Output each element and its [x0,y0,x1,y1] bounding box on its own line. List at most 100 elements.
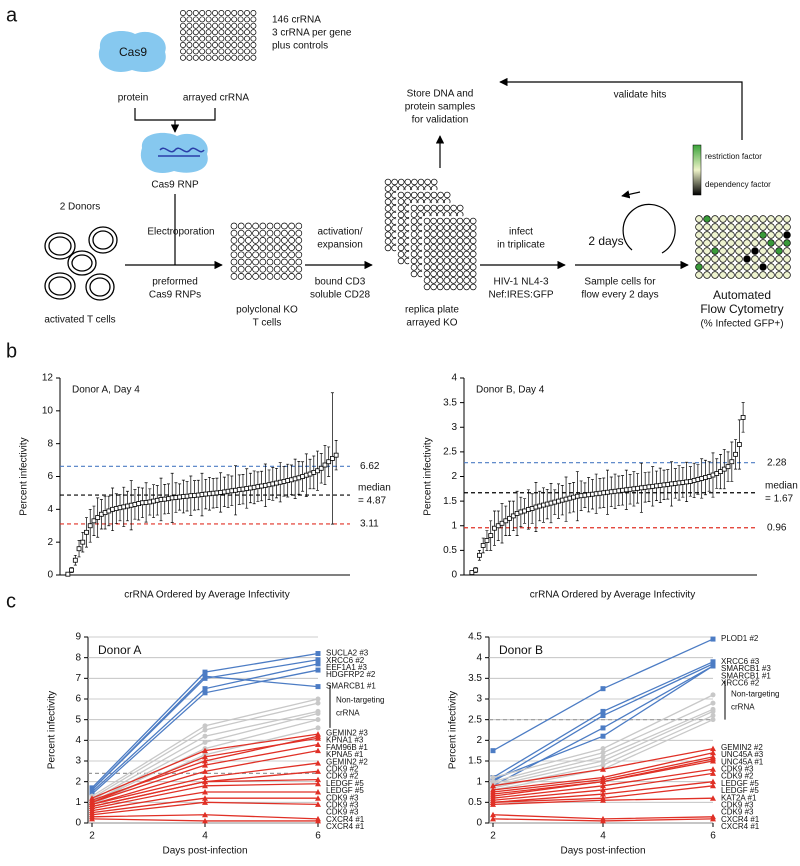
well [244,16,250,23]
well [384,244,392,252]
well [186,10,193,16]
well [751,223,759,231]
well [397,218,405,225]
well [245,251,252,259]
well [703,215,711,223]
well [417,211,424,218]
well [759,239,767,247]
well [727,231,735,239]
marker [710,692,716,698]
well [469,263,477,271]
well [397,237,405,245]
well [218,42,225,48]
well [410,270,418,278]
well [199,35,206,42]
well [250,29,257,36]
marker [315,795,321,801]
marker [600,782,606,789]
well [199,54,206,61]
well [436,257,444,264]
well [463,277,470,284]
marker [710,749,716,756]
y-tick-label: 1 [75,797,81,808]
well [423,257,431,264]
well [410,231,418,238]
well [281,258,288,266]
well [450,204,457,212]
well [767,247,775,255]
marker [315,717,321,723]
well [443,217,451,225]
well [423,217,431,225]
marker [710,663,716,669]
well [192,35,199,42]
marker [710,815,716,822]
well [281,222,288,230]
marker [710,713,716,719]
well [743,263,751,271]
bracket-label: Non-targeting [336,696,384,705]
well [199,48,206,55]
marker [202,758,208,764]
marker [710,782,716,789]
label: 3 crRNA per gene [272,28,352,39]
chart-title: Donor B [499,643,543,657]
label: protein [118,93,149,104]
well [205,16,212,23]
well [443,191,451,199]
series-label: KPNA5 #1 [326,750,364,759]
well [212,16,218,23]
marker [490,801,496,807]
well [759,231,767,239]
well [410,211,418,218]
well [456,224,464,231]
well [237,29,244,36]
cas9-protein [98,30,166,72]
series-label: XRCC6 #2 [326,656,365,665]
y-tick-label: 4 [47,504,53,515]
marker [315,780,321,787]
well [266,237,274,244]
well [266,229,274,237]
series-label: UNC45A #1 [721,757,764,766]
data-point [80,539,86,545]
marker [315,661,321,667]
y-tick-label: 1 [451,520,457,531]
marker [202,739,208,745]
series-label: CXCR4 #1 [326,815,365,824]
data-point [492,525,497,531]
well [397,257,405,265]
well [410,204,418,212]
marker [202,690,208,696]
well [212,29,218,36]
data-point [725,464,731,470]
series-label: SMARCB1 #3 [721,664,771,673]
panel-label: c [6,590,16,612]
data-point [484,538,490,543]
label: HIV-1 NL4-3 [493,277,548,288]
bracket-label: crRNA [336,709,360,718]
x-tick-label: 2 [89,831,95,842]
reference-label: 0.96 [767,522,787,533]
y-tick-label: 3 [476,694,482,705]
well [711,223,719,231]
well [384,178,392,186]
series-label: CDK9 #2 [721,772,754,781]
well [430,230,437,238]
well [711,239,719,247]
well [237,258,245,266]
x-axis-title: crRNA Ordered by Average Infectivity [530,590,695,601]
y-tick-label: 6 [75,694,81,705]
label: T cells [253,318,282,329]
well [450,283,457,291]
well [281,265,288,273]
y-tick-label: 2 [75,776,81,787]
well [430,191,438,199]
well [456,263,464,271]
well [212,35,218,42]
well [703,239,711,247]
well [295,273,303,280]
data-point [322,462,328,468]
marker [600,778,606,785]
well [397,198,405,205]
